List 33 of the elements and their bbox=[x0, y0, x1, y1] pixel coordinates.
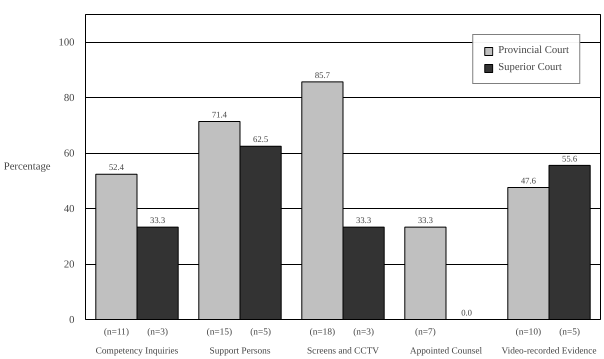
y-tick-label: 80 bbox=[64, 93, 74, 104]
x-tick-label: Competency Inquiries bbox=[96, 346, 179, 356]
text: (n=3) bbox=[353, 328, 374, 338]
legend-label: Superior Court bbox=[498, 62, 562, 73]
data-label: 71.4 bbox=[212, 110, 228, 120]
legend-label: Provincial Court bbox=[498, 45, 569, 56]
data-label: 85.7 bbox=[314, 70, 331, 80]
data-label: 62.5 bbox=[253, 134, 268, 144]
y-tick-label: 40 bbox=[64, 204, 74, 216]
y-tick-label: 0 bbox=[69, 315, 74, 326]
y-axis-title: Percentage bbox=[4, 162, 51, 172]
data-label: 0.0 bbox=[461, 308, 472, 318]
text: (n=18) bbox=[310, 328, 336, 338]
data-label: 33.3 bbox=[356, 215, 372, 226]
text: (n=10) bbox=[516, 328, 542, 338]
data-label: 33.3 bbox=[150, 215, 166, 226]
text: (n=5) bbox=[559, 328, 580, 338]
text: (n=15) bbox=[206, 328, 232, 338]
x-tick-label: Appointed Counsel bbox=[410, 346, 483, 356]
text: (n=3) bbox=[147, 328, 168, 338]
data-label: 52.4 bbox=[108, 162, 125, 172]
text: (n=7) bbox=[415, 328, 436, 338]
text: (n=11) bbox=[104, 328, 129, 338]
data-label: 47.6 bbox=[520, 176, 537, 186]
x-tick-label: Support Persons bbox=[210, 346, 271, 356]
y-tick-label: 60 bbox=[64, 148, 74, 160]
text: (n=5) bbox=[250, 328, 272, 338]
y-tick-label: 20 bbox=[64, 260, 74, 271]
data-label: 55.6 bbox=[562, 153, 578, 164]
x-tick-label: Video-recorded Evidence bbox=[502, 346, 597, 356]
x-tick-label: Screens and CCTV bbox=[306, 346, 380, 356]
y-tick-label: 100 bbox=[58, 38, 74, 49]
data-label: 33.3 bbox=[418, 215, 433, 226]
